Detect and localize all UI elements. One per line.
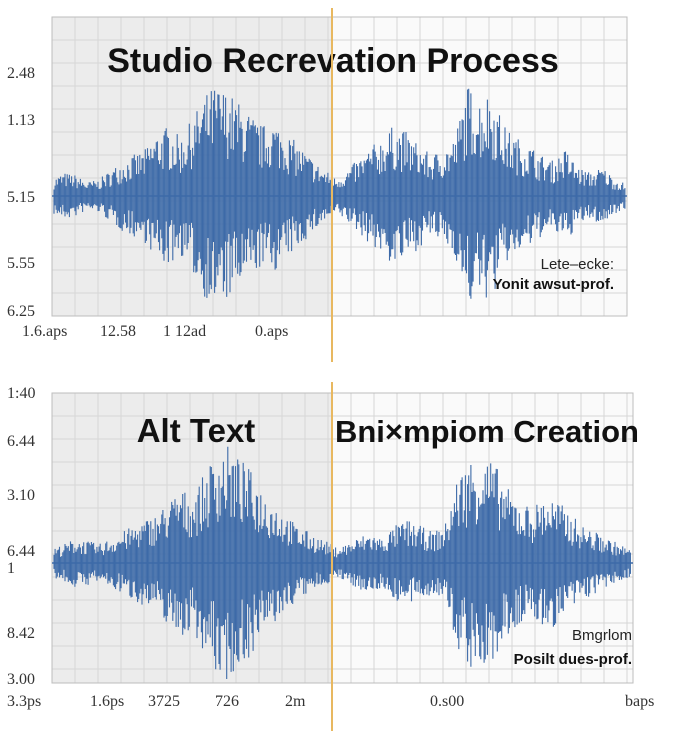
annotation-label: Lete–ecke: [541, 256, 614, 273]
y-tick-label: 5.55 [7, 255, 35, 272]
x-tick-label: 3725 [148, 693, 180, 710]
y-tick-label: 1 [7, 560, 15, 577]
x-tick-label: 1 12ad [163, 323, 206, 340]
y-tick-label: 6.44 [7, 543, 35, 560]
plot-frame [51, 16, 628, 317]
panel-1 [51, 16, 628, 317]
x-tick-label: 3.3ps [7, 693, 41, 710]
y-tick-label: 3.10 [7, 487, 35, 504]
y-tick-label: 2.48 [7, 65, 35, 82]
x-tick-label: 1.6ps [90, 693, 124, 710]
x-tick-label: 1.6.aps [22, 323, 67, 340]
annotation-caption: Yonit awsut-prof. [493, 276, 614, 293]
y-tick-label: 6.44 [7, 433, 35, 450]
y-tick-label: 6.25 [7, 303, 35, 320]
annotation-label: Bmgrlom [572, 627, 632, 644]
plot-frame [51, 392, 634, 684]
chart-title: Alt Text [137, 412, 256, 449]
x-tick-label: 12.58 [100, 323, 136, 340]
y-tick-label: 5.15 [7, 189, 35, 206]
panel-2 [51, 392, 634, 684]
y-tick-label: 1:40 [7, 385, 35, 402]
y-tick-label: 8.42 [7, 625, 35, 642]
x-tick-label: 0.aps [255, 323, 288, 340]
annotation-caption: Posilt dues-prof. [514, 651, 632, 668]
y-tick-label: 3.00 [7, 671, 35, 688]
x-tick-label: 0.s00 [430, 693, 464, 710]
waveform [53, 88, 626, 299]
x-tick-label: 726 [215, 693, 239, 710]
x-tick-label: baps [625, 693, 654, 710]
y-tick-label: 1.13 [7, 112, 35, 129]
waveform [53, 446, 631, 679]
x-tick-label: 2m [285, 693, 306, 710]
chart-title-right: Bni×mpiom Creation [335, 414, 639, 449]
